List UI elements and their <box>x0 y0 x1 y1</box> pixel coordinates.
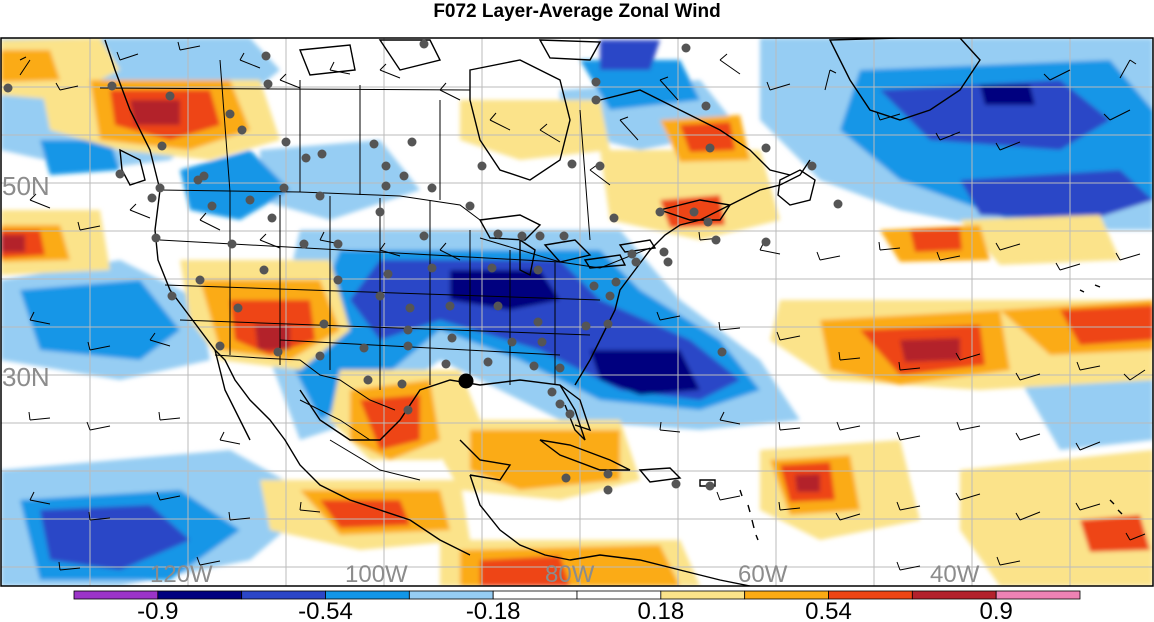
colorbar-tick-label: 0.18 <box>637 598 684 622</box>
lat-lon-grid <box>1 38 1153 586</box>
map-title: F072 Layer-Average Zonal Wind <box>433 1 721 22</box>
colorbar-tick-label: -0.9 <box>137 598 178 622</box>
colorbar-tick-label: -0.54 <box>298 598 353 622</box>
lat-label-30n: 30N <box>2 362 50 392</box>
colorbar-tick-label: 0.9 <box>979 598 1012 622</box>
map-frame <box>0 37 1154 587</box>
lat-label-50n: 50N <box>2 171 50 201</box>
political-borders <box>99 59 651 481</box>
colorbar: -0.9 -0.54 -0.18 0.18 0.54 0.9 <box>73 590 1081 622</box>
lon-label-100w: 100W <box>345 561 408 588</box>
wind-barbs <box>19 41 1146 571</box>
coastlines-and-borders <box>104 38 1123 586</box>
observation-stations <box>3 39 843 495</box>
lon-label-60w: 60W <box>738 561 788 588</box>
colorbar-tick-label: 0.54 <box>805 598 852 622</box>
lon-label-80w: 80W <box>545 561 595 588</box>
colorbar-tick-label: -0.18 <box>466 598 521 622</box>
map-panel <box>1 38 1153 586</box>
lon-label-40w: 40W <box>930 561 980 588</box>
lon-label-120w: 120W <box>150 561 213 588</box>
colorbar-swatch <box>995 590 1081 600</box>
